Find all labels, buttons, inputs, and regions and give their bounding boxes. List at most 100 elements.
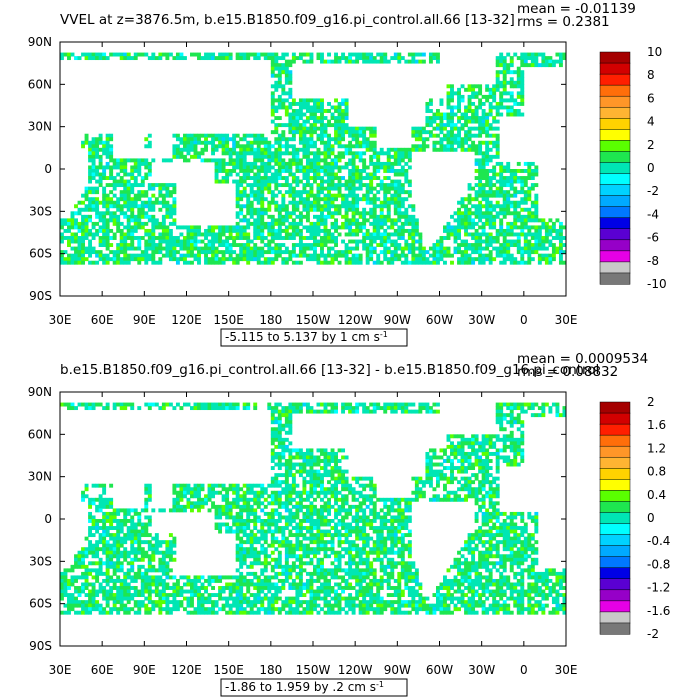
field-cell [523,402,528,407]
field-cell [91,172,96,177]
field-cell [277,494,282,499]
field-cell [506,91,511,96]
field-cell [172,490,177,495]
field-cell [116,172,121,177]
field-cell [172,186,177,191]
field-cell [239,179,244,184]
field-cell [211,243,216,248]
field-cell [502,434,507,439]
field-cell [270,214,275,219]
field-cell [277,77,282,82]
field-cell [320,158,324,163]
field-cell [488,494,493,499]
field-cell [291,236,296,240]
field-cell [309,56,314,61]
field-cell [140,190,145,195]
field-cell [460,250,465,255]
field-cell [239,246,244,251]
field-cell [520,225,525,230]
field-cell [172,154,177,159]
field-cell [221,260,226,265]
field-cell [133,169,138,173]
field-cell [386,183,391,188]
colorbar-label: 4 [647,115,655,129]
field-cell [362,218,367,223]
field-cell [130,169,135,173]
field-cell [435,483,440,488]
field-cell [284,165,289,170]
field-cell [344,151,349,156]
field-cell [291,56,296,61]
field-cell [379,179,384,184]
field-cell [499,70,504,75]
field-cell [309,140,314,145]
field-cell [344,497,349,502]
field-cell [88,190,93,195]
field-cell [137,183,142,188]
field-cell [446,147,451,152]
field-cell [95,232,100,237]
field-cell [256,133,261,138]
field-cell [133,197,138,202]
field-cell [140,257,145,262]
field-cell [309,228,314,233]
field-cell [376,158,381,163]
field-cell [471,441,476,446]
field-cell [376,52,381,57]
field-cell [453,147,458,152]
field-cell [249,140,254,145]
colorbar-swatch [599,173,631,186]
field-cell [225,501,230,506]
field-cell [446,84,451,89]
field-cell [316,56,321,61]
field-cell [446,137,451,142]
field-cell [313,473,317,478]
field-cell [77,402,82,407]
field-cell [172,211,177,216]
field-cell [305,172,310,177]
field-cell [506,98,511,103]
field-cell [460,462,465,467]
field-cell [407,402,412,407]
field-cell [225,144,230,149]
field-cell [393,183,398,188]
field-cell [555,228,560,233]
field-cell [130,56,135,61]
field-cell [281,52,286,57]
field-cell [147,402,152,407]
field-cell [309,501,314,506]
field-cell [105,228,110,233]
field-cell [457,236,461,240]
field-cell [305,151,310,156]
field-cell [351,490,356,495]
field-cell [298,161,303,166]
field-cell [239,504,244,509]
field-cell [488,87,493,92]
field-cell [386,197,391,202]
field-cell [432,253,437,258]
field-cell [256,253,261,258]
field-cell [320,140,324,145]
field-cell [284,490,289,495]
field-cell [204,253,208,258]
field-cell [443,448,447,453]
field-cell [91,260,96,265]
field-cell [467,451,472,456]
field-cell [428,476,433,481]
field-cell [288,169,293,173]
field-cell [295,161,300,166]
field-cell [488,112,493,117]
field-cell [499,416,504,421]
field-cell [481,186,486,191]
field-cell [527,218,532,223]
field-cell [351,133,356,138]
field-cell [344,494,349,499]
field-cell [362,232,367,237]
field-cell [492,183,497,188]
field-cell [327,172,331,177]
field-cell [91,497,96,502]
field-cell [221,52,226,57]
field-cell [197,133,201,138]
field-cell [179,508,184,513]
field-cell [492,490,497,495]
